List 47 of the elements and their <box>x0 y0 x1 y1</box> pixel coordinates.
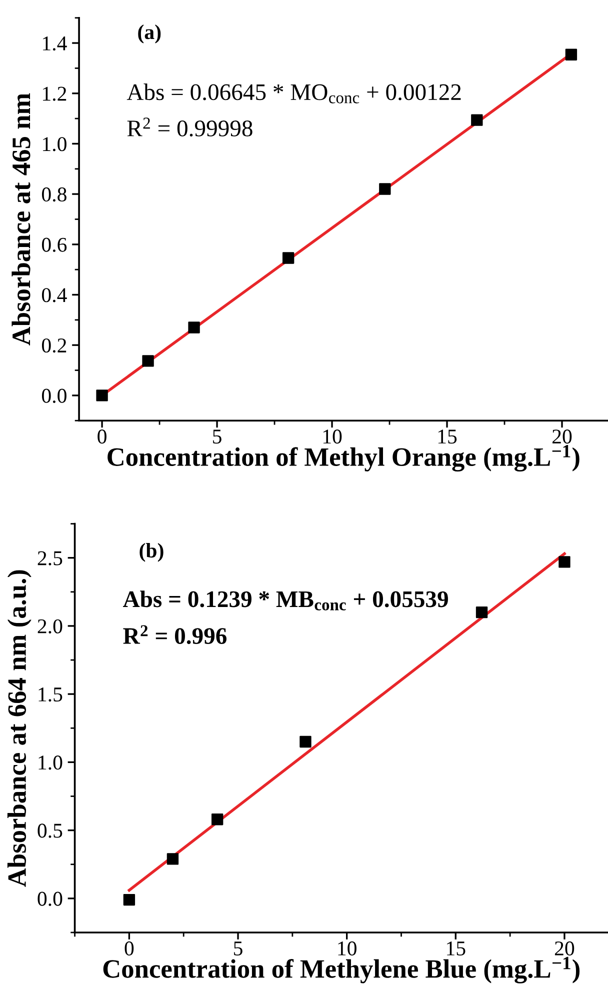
x-tick-label: 15 <box>438 430 457 444</box>
y-tick-label: 1.2 <box>43 86 66 101</box>
x-tick-label: 5 <box>234 942 242 956</box>
x-tick-label: 0 <box>98 430 106 444</box>
x-tick-label: 5 <box>213 430 222 444</box>
annotation: R$^{2}$ = 0.996 <box>123 625 227 644</box>
annotation: (a) <box>138 24 161 44</box>
y-tick-label: 0.4 <box>42 288 67 302</box>
x-tick-label: 20 <box>552 430 572 444</box>
point <box>211 814 224 826</box>
point <box>476 606 488 618</box>
y-tick-label: 0.6 <box>42 238 67 252</box>
point <box>142 355 154 367</box>
annotation: Abs = 0.06645 * MO$_{conc}$ + 0.00122 <box>126 84 461 104</box>
point <box>565 48 578 60</box>
x-tick-label: 0 <box>124 941 134 956</box>
x-axis-title: Concentration of Methylene Blue (mg.L$^{−1}$) <box>103 956 580 984</box>
y-tick-label: 0.5 <box>38 824 62 838</box>
y-tick-label: 0.0 <box>38 892 62 906</box>
point <box>123 894 136 906</box>
x-tick-label: 15 <box>447 942 466 956</box>
y-tick-label: 1.4 <box>43 36 67 51</box>
y-tick-label: 2.0 <box>38 619 62 634</box>
y-axis-title: Absorbance at 465 nm <box>12 93 30 346</box>
y-tick-label: 0.2 <box>42 338 66 353</box>
y-axis-title: Absorbance at 664 nm (a.u.) <box>7 570 32 887</box>
y-tick-label: 1.0 <box>38 756 62 770</box>
point <box>471 114 483 126</box>
point <box>282 252 294 264</box>
point <box>379 183 391 195</box>
x-axis-title: Concentration of Methyl Orange (mg.L$^{−1}$) <box>108 445 580 472</box>
x-tick-label: 20 <box>554 941 574 956</box>
point <box>166 853 179 865</box>
point <box>300 736 312 748</box>
annotation: R$^{2}$ = 0.99998 <box>127 118 252 137</box>
y-tick-label: 1.0 <box>43 137 66 152</box>
y-tick-label: 0.8 <box>42 187 66 202</box>
x-tick-label: 10 <box>338 941 356 956</box>
annotation: Abs = 0.1239 * MB$_{conc}$ + 0.05539 <box>123 590 448 610</box>
y-tick-label: 1.5 <box>38 688 62 702</box>
y-tick-label: 2.5 <box>38 551 62 566</box>
point <box>188 322 200 334</box>
point <box>96 390 108 402</box>
annotation: (b) <box>140 542 164 562</box>
y-tick-label: 0.0 <box>42 388 66 403</box>
point <box>558 556 570 568</box>
x-tick-label: 10 <box>323 430 342 444</box>
